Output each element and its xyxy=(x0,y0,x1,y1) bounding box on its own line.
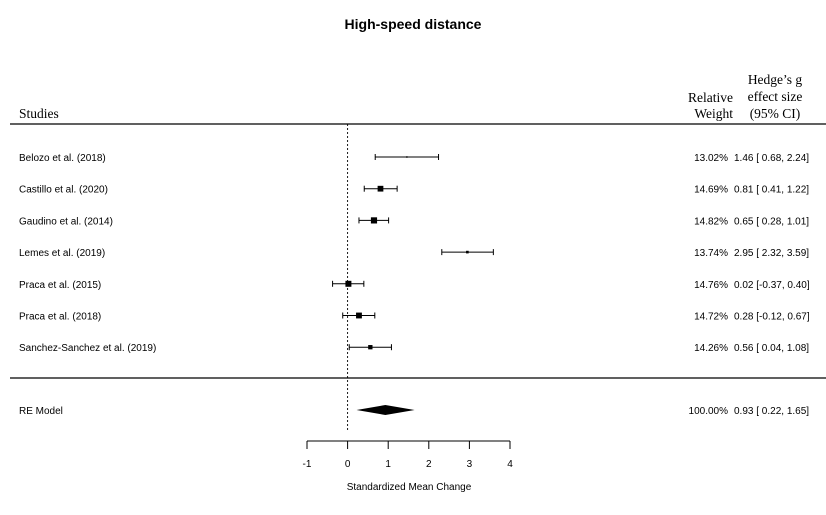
x-tick-label: 2 xyxy=(426,459,432,470)
study-point-estimate xyxy=(368,345,373,350)
study-effect-ci: 0.81 [ 0.41, 1.22] xyxy=(734,185,809,196)
study-effect-ci: 0.02 [-0.37, 0.40] xyxy=(734,280,810,291)
chart-title: High-speed distance xyxy=(345,16,482,32)
x-tick-label: -1 xyxy=(303,459,312,470)
study-weight: 13.74% xyxy=(694,248,728,259)
study-point-estimate xyxy=(370,217,378,224)
study-effect-ci: 1.46 [ 0.68, 2.24] xyxy=(734,153,809,164)
x-tick-label: 1 xyxy=(385,459,391,470)
x-tick-label: 3 xyxy=(467,459,473,470)
summary-effect-ci: 0.93 [ 0.22, 1.65] xyxy=(734,406,809,417)
effect-header-line-1: Hedge’s g xyxy=(748,72,803,87)
study-point-estimate xyxy=(356,312,362,319)
studies-header: Studies xyxy=(19,106,59,121)
study-label: Gaudino et al. (2014) xyxy=(19,216,113,227)
study-effect-ci: 0.28 [-0.12, 0.67] xyxy=(734,312,810,323)
study-effect-ci: 0.56 [ 0.04, 1.08] xyxy=(734,343,809,354)
x-tick-label: 4 xyxy=(507,459,513,470)
effect-header-line-2: effect size xyxy=(748,89,803,104)
study-point-estimate xyxy=(466,250,469,254)
weight-header-line-1: Relative xyxy=(688,90,733,105)
study-weight: 13.02% xyxy=(694,153,728,164)
study-weight: 14.82% xyxy=(694,216,728,227)
summary-row: RE Model 100.00% 0.93 [ 0.22, 1.65] xyxy=(19,405,809,417)
x-axis: -1 0 1 2 3 4 xyxy=(303,440,513,470)
summary-diamond xyxy=(356,405,415,415)
study-label: Belozo et al. (2018) xyxy=(19,153,106,164)
study-rows: Belozo et al. (2018) 13.02% 1.46 [ 0.68, 2… xyxy=(19,124,810,430)
study-point-estimate xyxy=(377,185,384,192)
study-weight: 14.72% xyxy=(694,312,728,323)
study-label: Praca et al. (2015) xyxy=(19,280,101,291)
study-label: Lemes et al. (2019) xyxy=(19,248,105,259)
study-weight: 14.76% xyxy=(694,280,728,291)
study-label: Sanchez-Sanchez et al. (2019) xyxy=(19,343,156,354)
effect-header-line-3: (95% CI) xyxy=(750,106,801,121)
study-effect-ci: 2.95 [ 2.32, 3.59] xyxy=(734,248,809,259)
study-effect-ci: 0.65 [ 0.28, 1.01] xyxy=(734,216,809,227)
x-tick-label: 0 xyxy=(345,459,351,470)
weight-header-line-2: Weight xyxy=(694,106,733,121)
study-weight: 14.69% xyxy=(694,185,728,196)
study-point-estimate xyxy=(406,156,408,158)
study-label: Praca et al. (2018) xyxy=(19,312,101,323)
study-weight: 14.26% xyxy=(694,343,728,354)
study-point-estimate xyxy=(345,280,352,287)
summary-weight: 100.00% xyxy=(689,406,729,417)
x-axis-label: Standardized Mean Change xyxy=(347,482,472,493)
study-label: Castillo et al. (2020) xyxy=(19,185,108,196)
summary-label: RE Model xyxy=(19,406,63,417)
